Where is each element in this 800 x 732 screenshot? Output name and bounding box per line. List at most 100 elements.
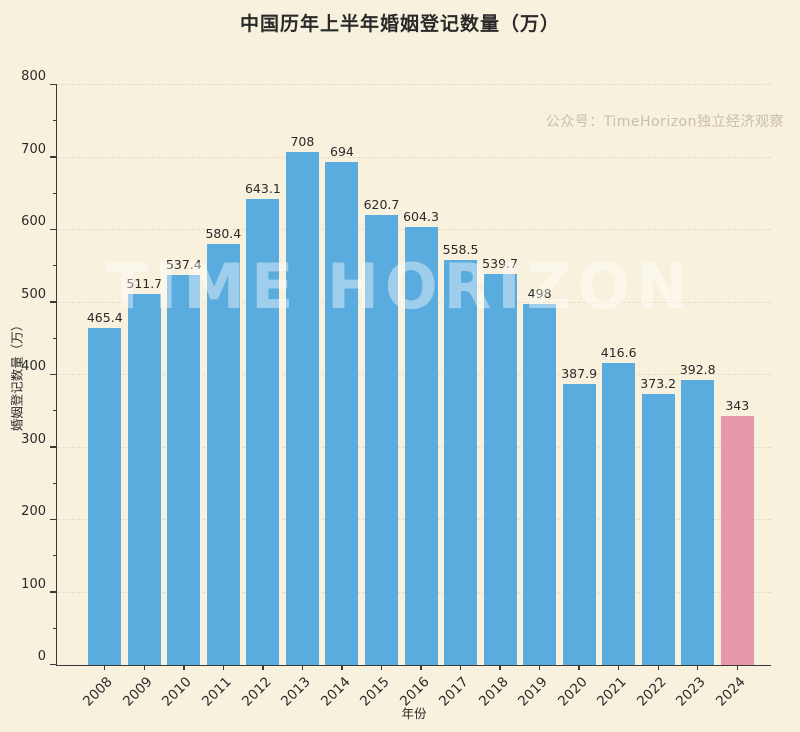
bar-group-2019: 498 2019 bbox=[515, 85, 560, 710]
y-tick-mark-400 bbox=[50, 373, 57, 375]
bars-layer: 465.4 2008 511.7 2009 537.4 2010 580.4 2011 643.… bbox=[80, 85, 758, 710]
y-tick-mark-0 bbox=[50, 663, 57, 665]
bar-group-2021: 416.6 2021 bbox=[594, 85, 639, 710]
y-tick-minor-750 bbox=[53, 120, 57, 122]
gridline-800 bbox=[57, 84, 771, 85]
bar-value-label-2017: 558.5 bbox=[442, 242, 479, 258]
bar-value-label-2024: 343 bbox=[725, 398, 750, 414]
bar-value-label-2013: 708 bbox=[290, 133, 315, 149]
bar-value-label-2010: 537.4 bbox=[165, 257, 202, 273]
bar-value-label-2012: 643.1 bbox=[244, 180, 281, 196]
bar-2011 bbox=[206, 244, 240, 665]
bar-group-2023: 392.8 2023 bbox=[673, 85, 718, 709]
bar-group-2024: 343 2024 bbox=[713, 85, 758, 710]
bar-2010 bbox=[167, 275, 201, 665]
bar-2022 bbox=[641, 394, 675, 665]
bar-group-2013: 708 2013 bbox=[278, 85, 323, 710]
x-tick-mark-2013 bbox=[301, 666, 304, 671]
y-tick-minor-450 bbox=[53, 337, 57, 339]
y-tick-minor-50 bbox=[53, 627, 57, 629]
y-tick-label-0: 0 bbox=[37, 649, 46, 664]
bar-group-2012: 643.1 2012 bbox=[239, 85, 283, 710]
y-tick-label-600: 600 bbox=[21, 214, 46, 229]
bar-group-2017: 558.5 2017 bbox=[436, 85, 481, 710]
x-tick-mark-2011 bbox=[222, 666, 225, 671]
y-tick-label-800: 800 bbox=[21, 69, 46, 84]
y-tick-minor-550 bbox=[53, 265, 57, 267]
x-tick-mark-2023 bbox=[697, 666, 699, 671]
bar-group-2014: 694 2014 bbox=[318, 85, 362, 710]
bar-value-label-2011: 580.4 bbox=[205, 226, 242, 242]
bar-value-label-2021: 416.6 bbox=[600, 344, 637, 360]
chart-title: 中国历年上半年婚姻登记数量（万） bbox=[239, 13, 560, 35]
bar-group-2020: 387.9 2020 bbox=[555, 85, 599, 710]
watermark-account-text: 公众号：TimeHorizon独立经济观察 bbox=[545, 114, 784, 130]
bar-group-2010: 537.4 2010 bbox=[160, 85, 204, 709]
bar-value-label-2019: 498 bbox=[527, 285, 552, 301]
y-tick-label-400: 400 bbox=[21, 359, 46, 374]
bar-group-2009: 511.7 2009 bbox=[120, 85, 165, 710]
y-tick-mark-300 bbox=[50, 446, 57, 448]
x-tick-mark-2019 bbox=[538, 666, 541, 671]
x-axis-line bbox=[55, 665, 771, 667]
bar-group-2015: 620.7 2015 bbox=[357, 85, 402, 710]
bar-value-label-2016: 604.3 bbox=[403, 208, 439, 224]
x-tick-mark-2020 bbox=[578, 666, 580, 671]
bar-group-2011: 580.4 2011 bbox=[199, 85, 244, 709]
x-tick-mark-2024 bbox=[736, 666, 738, 671]
bar-value-label-2022: 373.2 bbox=[640, 376, 677, 392]
bar-2018 bbox=[483, 273, 517, 665]
bar-2014 bbox=[325, 161, 359, 665]
bar-group-2016: 604.3 2016 bbox=[397, 85, 441, 710]
y-tick-minor-150 bbox=[53, 555, 57, 557]
x-tick-mark-2012 bbox=[262, 666, 264, 671]
x-tick-mark-2022 bbox=[657, 666, 659, 671]
y-tick-label-300: 300 bbox=[21, 431, 46, 447]
bar-2021 bbox=[602, 362, 636, 665]
x-tick-mark-2008 bbox=[104, 666, 106, 671]
bar-2009 bbox=[127, 294, 161, 665]
y-tick-label-100: 100 bbox=[21, 576, 46, 592]
y-axis-title: 婚姻登记数量（万） bbox=[9, 318, 25, 432]
y-tick-label-500: 500 bbox=[21, 286, 46, 302]
bar-2019 bbox=[523, 303, 557, 665]
bar-value-label-2020: 387.9 bbox=[561, 365, 598, 381]
x-tick-mark-2017 bbox=[459, 666, 462, 671]
bar-value-label-2009: 511.7 bbox=[126, 276, 163, 292]
x-tick-mark-2010 bbox=[183, 666, 185, 671]
bar-value-label-2023: 392.8 bbox=[679, 362, 716, 378]
x-tick-mark-2018 bbox=[499, 666, 501, 671]
x-axis-title: 年份 bbox=[401, 706, 427, 721]
bar-group-2008: 465.4 2008 bbox=[80, 85, 125, 710]
y-tick-mark-600 bbox=[50, 228, 57, 230]
bar-2020 bbox=[562, 383, 596, 665]
gridline-700 bbox=[57, 156, 771, 158]
bar-2024 bbox=[720, 416, 754, 665]
bar-2016 bbox=[404, 226, 438, 665]
x-tick-mark-2016 bbox=[420, 666, 422, 671]
y-tick-minor-650 bbox=[53, 192, 57, 194]
bar-group-2022: 373.2 2022 bbox=[634, 85, 678, 709]
y-tick-mark-800 bbox=[50, 83, 57, 85]
x-tick-mark-2014 bbox=[341, 666, 343, 671]
bar-group-2018: 539.7 2018 bbox=[476, 85, 520, 710]
y-tick-minor-350 bbox=[53, 410, 57, 412]
bar-2008 bbox=[88, 327, 122, 665]
x-tick-mark-2015 bbox=[380, 666, 383, 671]
bar-value-label-2018: 539.7 bbox=[482, 255, 518, 271]
bar-value-label-2008: 465.4 bbox=[86, 309, 123, 325]
bar-2013 bbox=[285, 151, 319, 665]
bar-2017 bbox=[444, 260, 478, 665]
x-tick-mark-2009 bbox=[143, 666, 145, 671]
y-tick-mark-100 bbox=[50, 591, 57, 593]
bar-value-label-2014: 694 bbox=[330, 143, 354, 159]
x-tick-mark-2021 bbox=[617, 666, 620, 671]
y-tick-mark-200 bbox=[50, 518, 57, 520]
y-axis-line bbox=[55, 85, 57, 665]
bar-value-label-2015: 620.7 bbox=[363, 197, 400, 212]
plot-area: 0 100 200 300 400 500 600 700 800 465.4 2008 511.7… bbox=[21, 69, 771, 710]
bar-2023 bbox=[681, 380, 715, 665]
y-tick-label-200: 200 bbox=[21, 504, 46, 519]
y-tick-minor-250 bbox=[53, 482, 57, 484]
